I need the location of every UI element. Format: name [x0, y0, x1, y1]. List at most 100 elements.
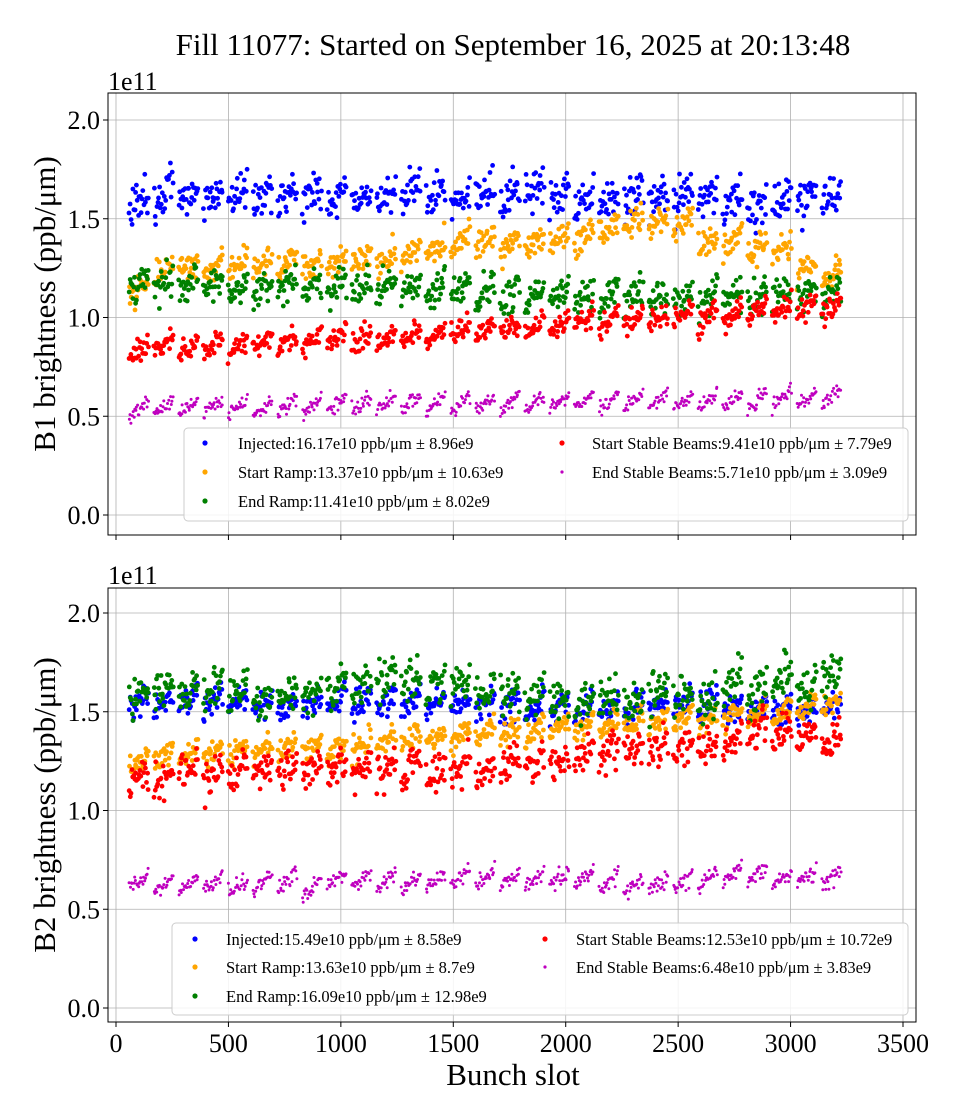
data-point [824, 396, 828, 400]
data-point [185, 402, 189, 405]
data-point [814, 390, 818, 394]
data-point [550, 398, 554, 402]
data-point [219, 741, 225, 747]
data-point [512, 282, 518, 287]
data-point [402, 280, 407, 285]
data-point [586, 308, 592, 314]
data-point [574, 324, 579, 330]
data-point [723, 408, 727, 412]
data-point [241, 177, 247, 183]
data-point [385, 396, 388, 400]
data-point [819, 205, 825, 211]
data-point [189, 758, 195, 763]
data-point [312, 408, 316, 412]
data-point [737, 391, 741, 395]
data-point [414, 653, 420, 658]
data-point [344, 393, 348, 397]
data-point [416, 729, 421, 734]
data-point [310, 703, 315, 709]
data-point [795, 271, 801, 276]
data-point [587, 236, 593, 242]
data-point [252, 212, 257, 217]
data-point [624, 298, 630, 304]
data-point [406, 710, 412, 716]
data-point [490, 697, 496, 702]
data-point [393, 737, 399, 743]
data-point [540, 684, 546, 690]
data-point [451, 201, 456, 207]
data-point [739, 706, 745, 712]
data-point [383, 689, 388, 695]
data-point [551, 683, 557, 689]
data-point [368, 683, 374, 689]
data-point [430, 192, 435, 198]
data-point [532, 394, 536, 398]
data-point [477, 705, 482, 711]
data-point [151, 685, 157, 690]
data-point [550, 287, 556, 293]
data-point [785, 251, 791, 257]
data-point [415, 174, 421, 180]
data-point [168, 407, 171, 411]
data-point [160, 410, 164, 414]
data-point [686, 715, 691, 721]
data-point [365, 262, 370, 268]
data-point [392, 662, 398, 668]
data-point [439, 240, 445, 246]
data-point [680, 231, 686, 236]
data-point [439, 680, 444, 685]
data-point [336, 258, 342, 264]
data-point [131, 410, 135, 414]
data-point [588, 392, 592, 396]
data-point [220, 667, 225, 673]
data-point [492, 191, 498, 197]
data-point [541, 280, 547, 285]
data-point [316, 196, 322, 202]
data-point [153, 750, 159, 756]
data-point [566, 183, 572, 189]
data-point [367, 673, 373, 679]
data-point [376, 282, 381, 287]
data-point [601, 189, 606, 195]
data-point [293, 736, 298, 742]
data-point [554, 286, 560, 291]
data-point [366, 722, 372, 728]
data-point [479, 237, 485, 243]
data-point [453, 239, 458, 245]
data-point [239, 402, 243, 406]
data-point [365, 341, 371, 346]
data-point [772, 395, 776, 399]
data-point [316, 258, 321, 264]
data-point [582, 201, 587, 207]
data-point [770, 261, 775, 267]
data-point [706, 319, 712, 325]
data-point [156, 195, 161, 201]
data-point [158, 673, 164, 678]
data-point [134, 197, 140, 203]
data-point [300, 271, 305, 277]
data-point [367, 323, 373, 329]
data-point [368, 287, 374, 293]
data-point [317, 248, 323, 253]
data-point [763, 182, 769, 187]
x-tick-label: 1000 [315, 1029, 367, 1058]
data-point [554, 209, 560, 215]
b2-brightness-axes: 1e11 B2 brightness (ppb/μm) Bunch slot 0… [27, 561, 929, 1092]
data-point [455, 324, 461, 330]
data-point [540, 286, 546, 291]
data-point [216, 201, 222, 207]
data-point [162, 206, 168, 212]
data-point [653, 399, 657, 403]
data-point [399, 404, 403, 408]
data-point [357, 292, 362, 297]
data-point [663, 190, 668, 196]
data-point [238, 266, 244, 271]
data-point [460, 331, 465, 336]
data-point [287, 262, 292, 268]
data-point [502, 701, 508, 706]
data-point [624, 321, 630, 327]
data-point [137, 272, 143, 277]
data-point [419, 396, 422, 400]
data-point [524, 182, 530, 188]
data-point [366, 195, 372, 201]
